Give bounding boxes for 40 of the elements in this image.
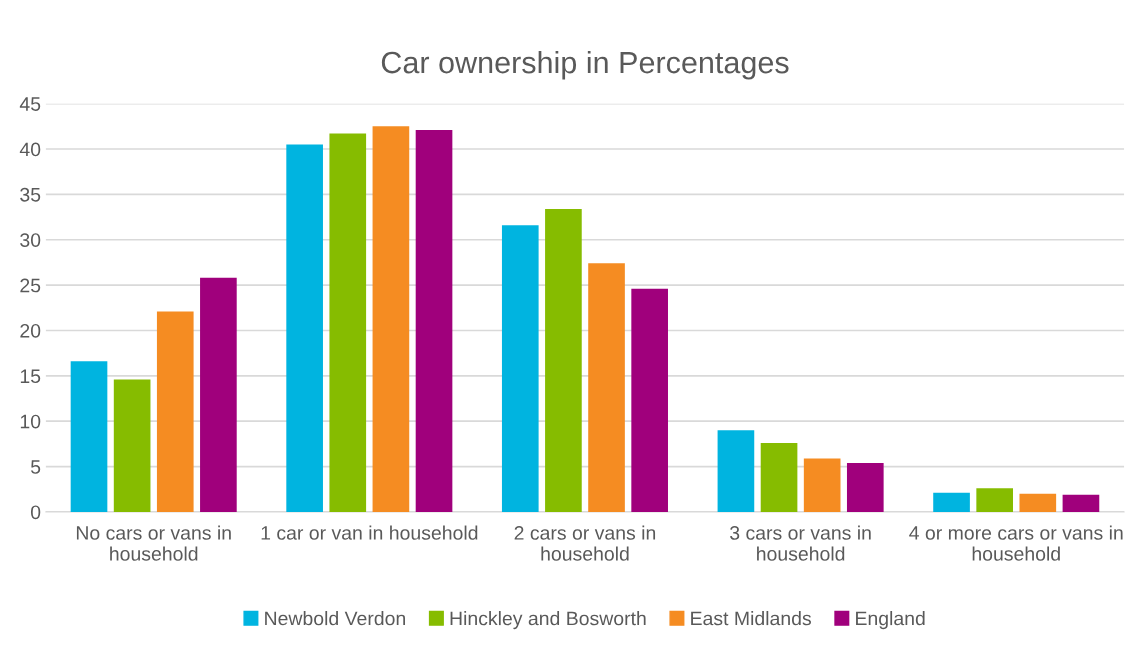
x-tick-label: 4 or more cars or vans in household [909,525,1123,561]
y-tick-label: 5 [30,460,41,474]
y-tick-label: 25 [20,278,41,293]
bar [372,126,410,512]
bar [1062,494,1100,512]
x-tick-label: 2 cars or vans in household [514,525,656,561]
y-tick-label: 0 [30,505,41,520]
bar [1019,493,1057,512]
bar [113,379,151,512]
bar [501,225,539,512]
x-tick-label: 1 car or van in household [261,525,478,540]
legend-label: East Midlands [691,611,811,626]
bar [200,277,237,512]
bar [846,462,884,512]
bar [545,208,582,512]
legend-label: Hinckley and Bosworth [450,611,646,630]
bar [631,288,668,512]
bar [760,442,798,512]
bar [803,458,841,512]
x-tick-label: 3 cars or vans in household [730,525,871,561]
y-tick-label: 45 [19,97,41,111]
bar [329,133,367,512]
bar [588,263,625,512]
legend-label: England [856,611,925,630]
bar [976,488,1014,512]
bar [415,129,453,512]
y-tick-label: 40 [19,142,41,157]
y-tick-label: 30 [20,233,41,247]
x-tick-label: No cars or vans in household [76,525,231,561]
bar [933,492,970,512]
y-tick-label: 10 [20,414,41,429]
legend-label: Newbold Verdon [265,611,405,626]
bar [286,144,323,512]
bar [717,430,755,512]
y-tick-label: 20 [20,323,41,338]
y-tick-label: 35 [20,187,41,202]
bar [156,311,194,512]
chart-title: Car ownership in Percentages [381,50,789,80]
y-tick-label: 15 [20,369,41,384]
bar [70,361,108,512]
